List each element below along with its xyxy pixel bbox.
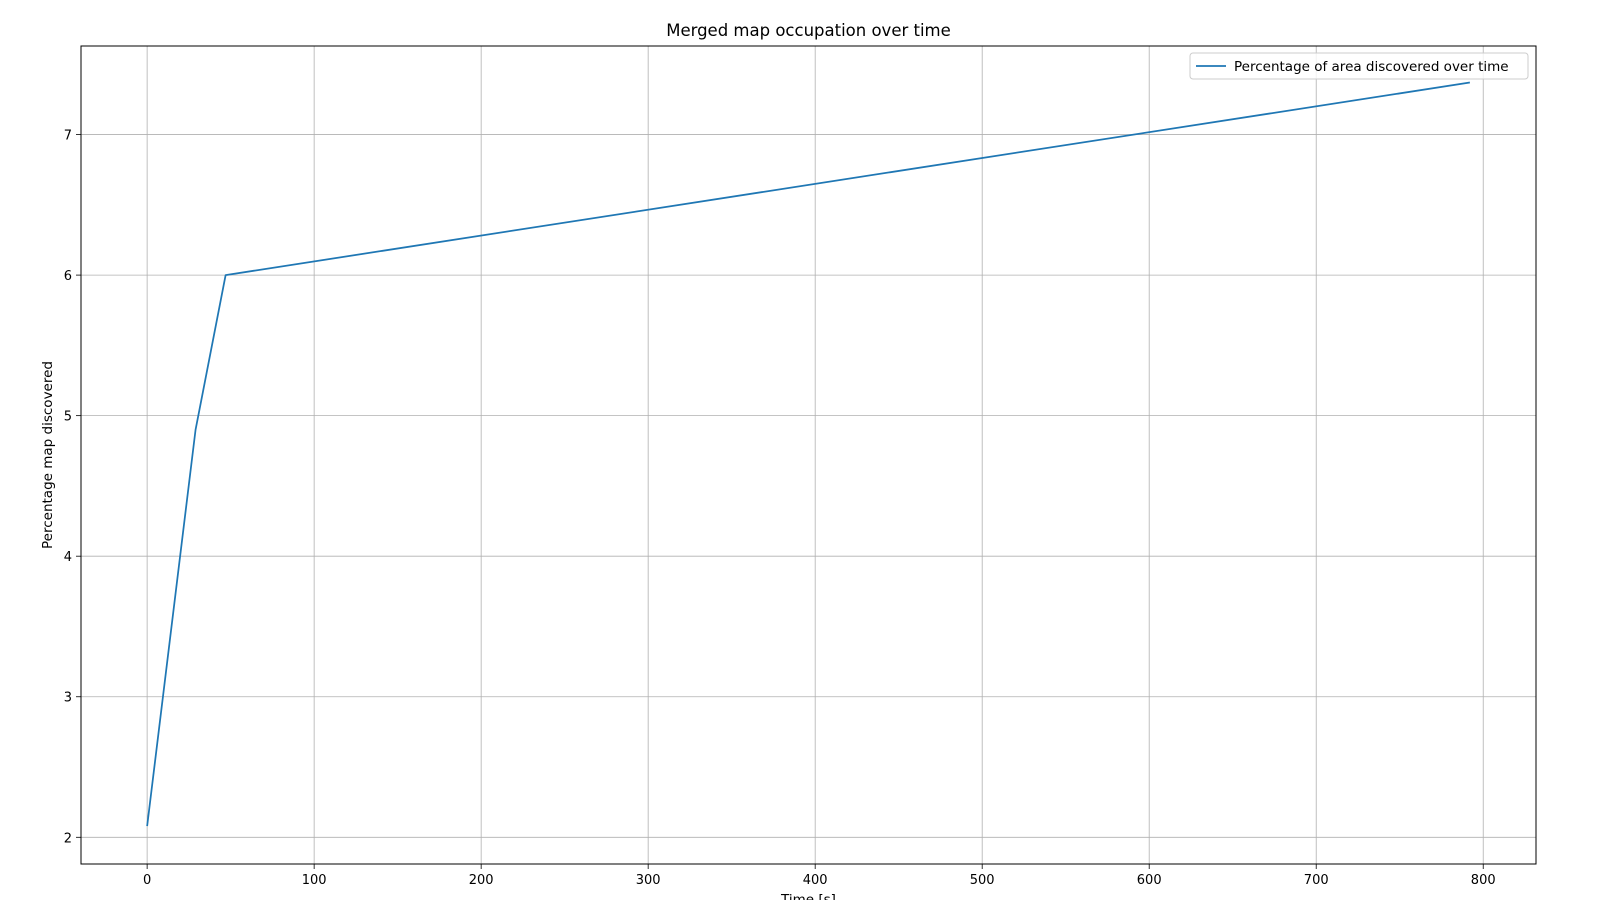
x-tick-label: 300 <box>636 873 661 888</box>
x-tick-label: 700 <box>1304 873 1329 888</box>
plot-frame <box>80 45 1537 865</box>
y-axis-label: Percentage map discovered <box>40 361 56 549</box>
x-tick-label: 800 <box>1471 873 1496 888</box>
axis-ticks: 0 100 200 300 400 500 600 700 800 2 3 4 5 6 7 <box>64 129 1496 888</box>
y-tick-label: 5 <box>64 410 72 425</box>
chart-title: Merged map occupation over time <box>666 21 951 40</box>
legend: Percentage of area discovered over time <box>1189 52 1529 80</box>
x-tick-label: 200 <box>469 873 494 888</box>
y-tick-label: 2 <box>64 831 72 846</box>
y-tick-label: 3 <box>64 691 72 706</box>
y-tick-label: 6 <box>64 269 72 284</box>
x-tick-label: 0 <box>143 873 151 888</box>
y-tick-label: 4 <box>64 550 72 565</box>
legend-entry-label: Percentage of area discovered over time <box>1234 59 1509 75</box>
x-tick-label: 100 <box>302 873 327 888</box>
series-line <box>146 81 1470 827</box>
x-tick-label: 600 <box>1137 873 1162 888</box>
grid <box>81 46 1536 864</box>
series-layer <box>146 81 1470 827</box>
x-tick-label: 500 <box>970 873 995 888</box>
legend-box <box>1189 52 1529 80</box>
x-axis-label: Time [s] <box>780 892 836 900</box>
x-tick-label: 400 <box>803 873 828 888</box>
y-tick-label: 7 <box>64 129 72 144</box>
